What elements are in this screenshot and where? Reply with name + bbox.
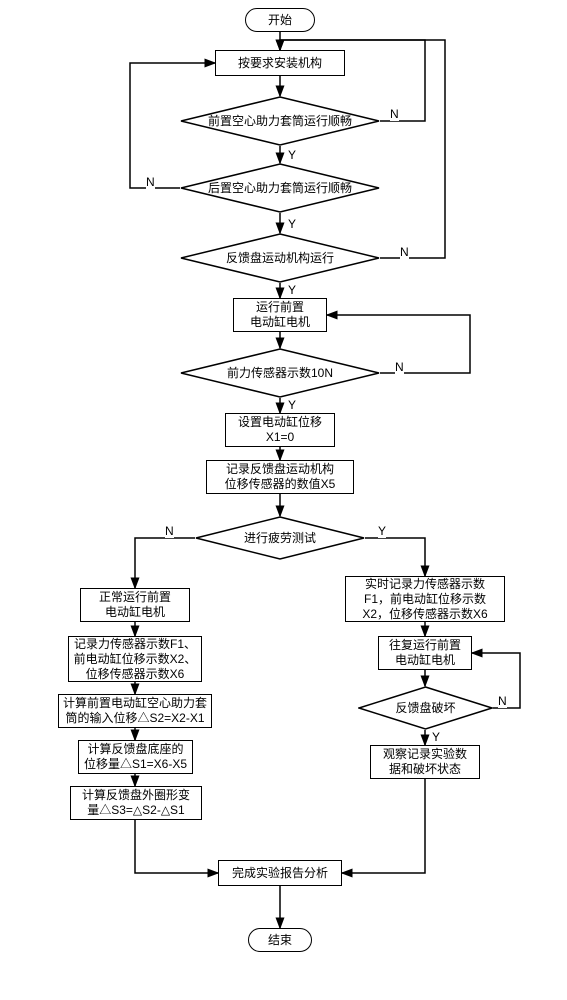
node-l1: 正常运行前置电动缸电机: [80, 588, 190, 622]
node-d4: 前力传感器示数10N: [180, 348, 380, 398]
edge-label: N: [498, 694, 507, 708]
node-end: 结束: [248, 928, 312, 952]
node-c: 设置电动缸位移X1=0: [225, 413, 335, 447]
node-start: 开始: [245, 8, 315, 32]
edge-label: N: [165, 524, 174, 538]
node-l2: 记录力传感器示数F1、前电动缸位移示数X2、位移传感器示数X6: [68, 636, 202, 682]
node-l4: 计算反馈盘底座的位移量△S1=X6-X5: [78, 740, 193, 774]
edge-label: N: [146, 175, 155, 189]
edge-label: Y: [288, 217, 296, 231]
node-d2: 后置空心助力套筒运行顺畅: [180, 163, 380, 213]
node-d1: 前置空心助力套筒运行顺畅: [180, 96, 380, 146]
edge-label: Y: [288, 283, 296, 297]
node-e: 记录反馈盘运动机构位移传感器的数值X5: [206, 460, 354, 494]
node-d5: 进行疲劳测试: [195, 516, 365, 560]
node-label-d3: 反馈盘运动机构运行: [226, 251, 334, 265]
edge-label: Y: [378, 524, 386, 538]
node-b: 运行前置电动缸电机: [233, 298, 327, 332]
node-label-d2: 后置空心助力套筒运行顺畅: [208, 181, 352, 195]
node-r3: 观察记录实验数据和破坏状态: [370, 745, 480, 779]
edge-label: Y: [288, 148, 296, 162]
node-label-d6: 反馈盘破坏: [395, 701, 455, 715]
node-f: 完成实验报告分析: [218, 860, 342, 886]
node-d6: 反馈盘破坏: [358, 686, 493, 730]
node-l3: 计算前置电动缸空心助力套筒的输入位移△S2=X2-X1: [58, 694, 212, 728]
node-r2: 往复运行前置电动缸电机: [378, 636, 472, 670]
edge-label: N: [390, 107, 399, 121]
node-d3: 反馈盘运动机构运行: [180, 233, 380, 283]
edges-layer: [0, 0, 567, 1000]
node-a: 按要求安装机构: [215, 50, 345, 76]
node-l5: 计算反馈盘外圈形变量△S3=△S2-△S1: [70, 786, 202, 820]
node-label-d4: 前力传感器示数10N: [227, 366, 333, 380]
node-label-d5: 进行疲劳测试: [244, 531, 316, 545]
node-r1: 实时记录力传感器示数F1，前电动缸位移示数X2，位移传感器示数X6: [345, 576, 505, 622]
node-label-d1: 前置空心助力套筒运行顺畅: [208, 114, 352, 128]
edge-label: Y: [288, 398, 296, 412]
edge-label: N: [395, 360, 404, 374]
edge-label: Y: [432, 730, 440, 744]
flowchart-canvas: 开始按要求安装机构前置空心助力套筒运行顺畅后置空心助力套筒运行顺畅反馈盘运动机构…: [0, 0, 567, 1000]
edge-label: N: [400, 245, 409, 259]
